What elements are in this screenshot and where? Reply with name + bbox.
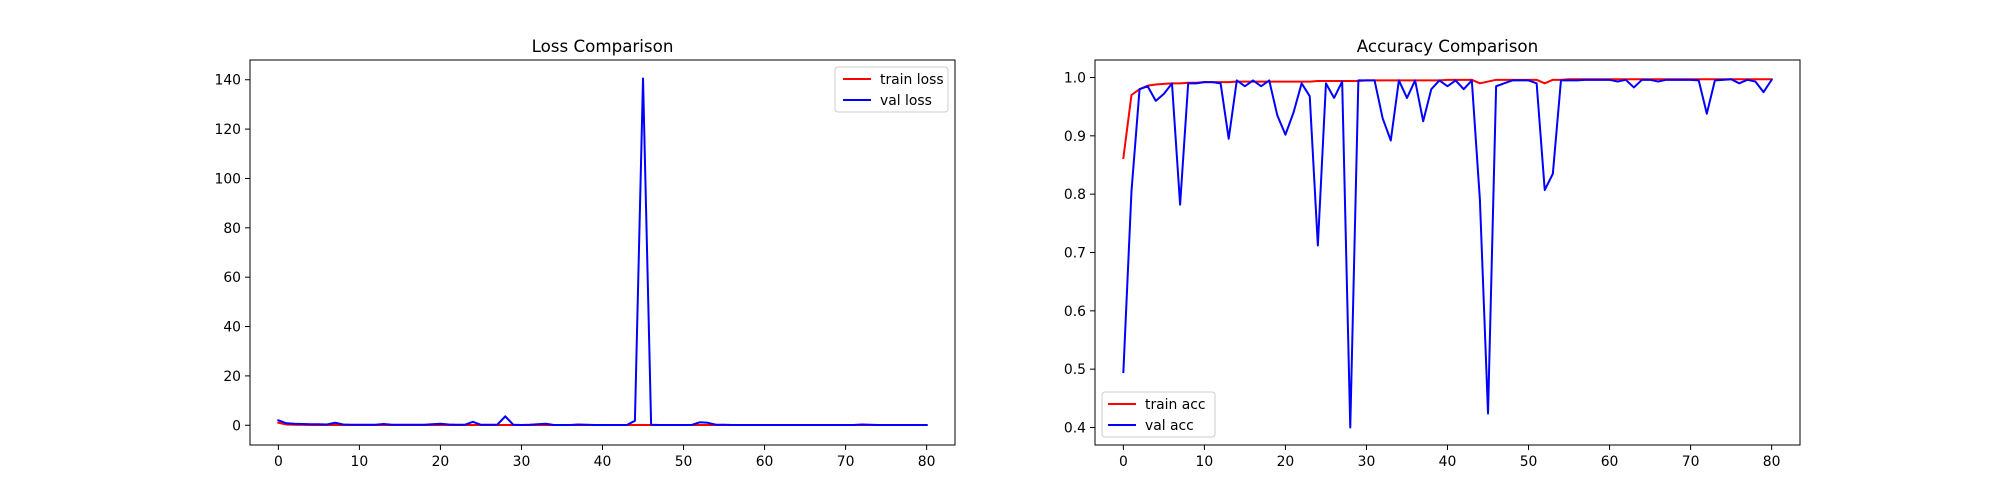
series-line-val-loss	[277, 77, 928, 427]
y-tick-label: 0.5	[1064, 362, 1086, 378]
y-tick-label: 20	[223, 369, 241, 385]
series-line-train-acc	[1122, 78, 1773, 160]
x-tick-label: 10	[1196, 454, 1214, 470]
x-tick-label: 10	[351, 454, 369, 470]
plot-frame	[1094, 59, 1801, 446]
y-tick-label: 0.8	[1064, 187, 1086, 203]
x-tick-label: 70	[1682, 454, 1700, 470]
y-tick-label: 80	[223, 221, 241, 237]
plot-frame	[249, 59, 956, 446]
chart-title: Accuracy Comparison	[1357, 36, 1538, 56]
y-tick-label: 1.0	[1064, 71, 1086, 87]
y-tick-label: 0.9	[1064, 129, 1086, 145]
legend-label-train-loss: train loss	[880, 72, 944, 88]
y-tick-label: 120	[214, 122, 241, 138]
chart-title: Loss Comparison	[532, 36, 674, 56]
series-lines	[277, 77, 928, 427]
tick-group: 0 10 20 30 40 50 60 70 80 0.4 0.5 0.6 0.7 0.8 0.9 1.0	[1064, 71, 1781, 471]
x-tick-label: 30	[1358, 454, 1376, 470]
y-tick-label: 100	[214, 171, 241, 187]
legend-label-val-acc: val acc	[1145, 418, 1194, 434]
tick-group: 0 10 20 30 40 50 60 70 80 0 20 40 60 80 100 120 140	[214, 73, 935, 470]
legend-label-val-loss: val loss	[880, 93, 932, 109]
accuracy-chart: Accuracy Comparison 0 10 20 30 40 50 60 70 80 0.4…	[1064, 36, 1801, 471]
x-tick-label: 80	[1763, 454, 1781, 470]
loss-chart: Loss Comparison 0 10 20 30 40 50 60 70 80 0 20 40 60…	[214, 36, 956, 470]
y-tick-label: 140	[214, 73, 241, 89]
y-tick-label: 0	[232, 418, 241, 434]
x-tick-label: 0	[274, 454, 283, 470]
series-lines	[1122, 78, 1774, 429]
legend: train loss val loss	[834, 66, 949, 113]
x-tick-label: 50	[1520, 454, 1538, 470]
y-tick-label: 60	[223, 270, 241, 286]
x-tick-label: 20	[432, 454, 450, 470]
x-tick-label: 40	[1439, 454, 1457, 470]
y-tick-label: 0.6	[1064, 304, 1086, 320]
x-tick-label: 80	[918, 454, 936, 470]
y-tick-label: 0.7	[1064, 246, 1086, 262]
y-tick-label: 40	[223, 320, 241, 336]
x-tick-label: 30	[513, 454, 531, 470]
y-tick-label: 0.4	[1064, 421, 1086, 437]
x-tick-label: 50	[675, 454, 693, 470]
x-tick-label: 0	[1119, 454, 1128, 470]
x-tick-label: 40	[594, 454, 612, 470]
x-tick-label: 70	[837, 454, 855, 470]
legend-label-train-acc: train acc	[1145, 397, 1206, 413]
x-tick-label: 20	[1277, 454, 1295, 470]
x-tick-label: 60	[756, 454, 774, 470]
x-tick-label: 60	[1601, 454, 1619, 470]
series-line-val-acc	[1122, 78, 1774, 429]
legend: train acc val acc	[1101, 391, 1216, 438]
